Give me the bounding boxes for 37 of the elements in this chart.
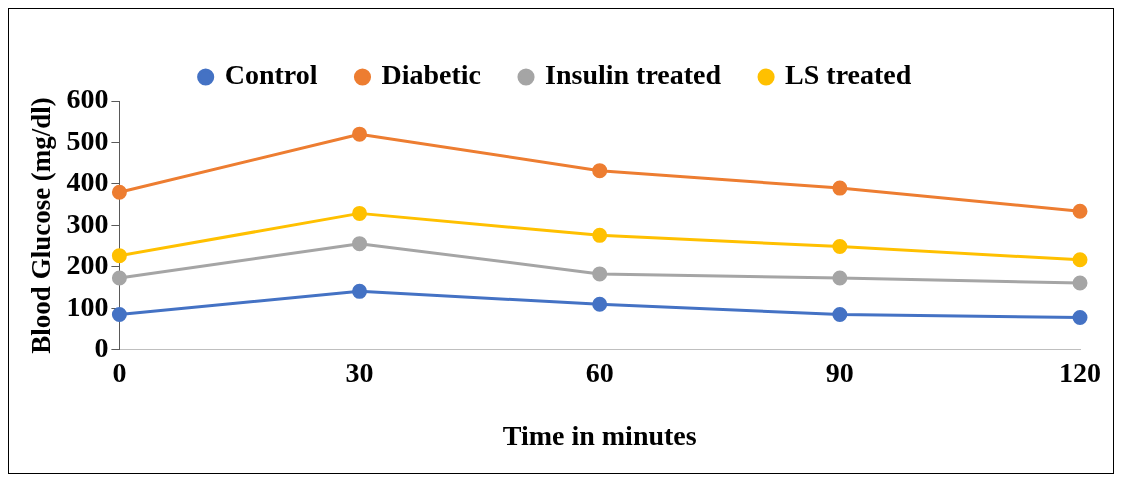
point [832,307,848,323]
point [1072,203,1088,219]
x-tick-label: 60 [585,356,614,388]
point [352,283,368,299]
legend-label: Insulin treated [545,59,722,91]
y-axis-title: Blood Glucose (mg/dl) [26,97,57,354]
point [1072,252,1088,268]
x-tick-label: 30 [345,356,374,388]
point [592,266,608,282]
point [352,236,368,252]
point [832,239,848,255]
legend-label: Diabetic [381,59,482,91]
y-tick-label: 400 [66,166,109,198]
y-tick-label: 300 [66,207,109,239]
x-tick-label: 120 [1059,356,1101,388]
point [592,163,608,179]
y-tick-label: 0 [94,332,109,364]
point [832,180,848,196]
x-tick-label: 90 [825,356,854,388]
y-tick-label: 500 [66,124,109,156]
point [1072,309,1088,325]
point [111,248,127,264]
point [592,296,608,312]
y-tick-label: 100 [66,290,109,322]
point [111,184,127,200]
y-tick-label: 200 [66,249,109,281]
point [1072,275,1088,291]
y-tick-label: 600 [66,83,109,115]
x-axis-title: Time in minutes [502,420,697,452]
point [111,307,127,323]
legend-label: LS treated [785,59,912,91]
point [352,205,368,221]
point [352,126,368,142]
point [592,227,608,243]
point [111,270,127,286]
point [832,270,848,286]
legend-label: Control [224,59,318,91]
